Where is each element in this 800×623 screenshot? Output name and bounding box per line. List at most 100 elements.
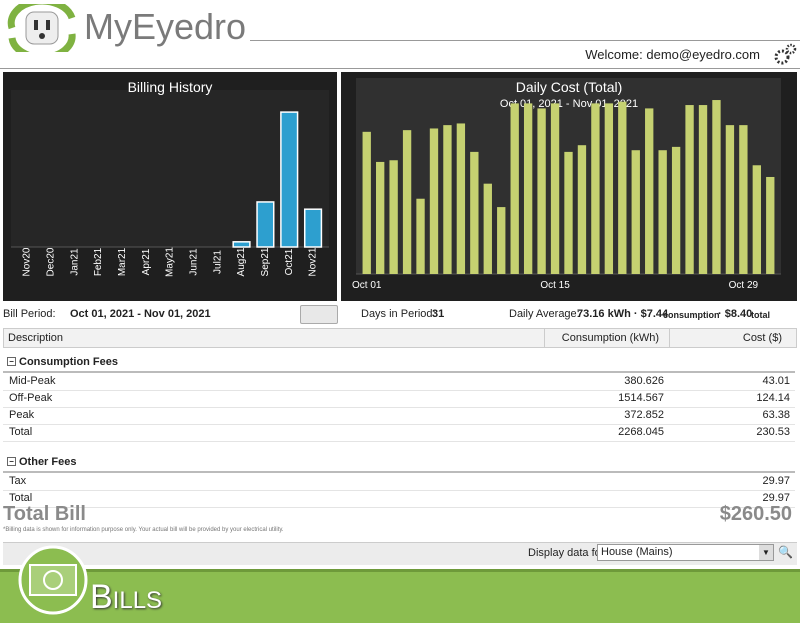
cell: 1514.567 [618,392,664,404]
x-tick-label: Aug21 [236,247,247,276]
total-bill-label: Total Bill [3,503,86,525]
bar [698,105,708,274]
footnote: *Billing data is shown for information p… [3,527,284,533]
plot-bg [11,90,329,247]
bar [256,201,275,248]
avg-total: · $8.40 [718,308,753,320]
bar [376,161,385,274]
x-tick-label: Oct 15 [540,280,570,291]
table-row: Total 29.97 [3,490,795,508]
section-title: Consumption Fees [19,356,119,368]
table-row: Peak 372.852 63.38 [3,407,795,425]
header [0,0,800,69]
cell: Tax [9,475,27,487]
bar [303,208,323,248]
x-tick-label: Mar21 [117,247,128,276]
bar [483,183,492,274]
bar [456,123,466,274]
brand: MyEyedro [84,6,247,47]
bar [645,108,654,275]
x-tick-label: Feb21 [93,247,104,276]
banner-title: Bills [90,578,163,616]
x-tick-label: Jul21 [212,250,223,274]
x-tick-label: Oct21 [284,248,295,275]
bar [550,103,560,274]
x-tick-label: May21 [165,247,176,277]
x-tick-label: Dec20 [45,247,56,276]
welcome: Welcome: demo@eyedro.com [585,47,760,62]
bar [671,146,681,274]
bills-icon [18,545,88,615]
bar [523,103,533,274]
section-title: Other Fees [19,456,77,468]
logo-icon [7,4,76,52]
cell: 372.852 [624,409,664,421]
bar [416,198,425,274]
table-row: Tax 29.97 [3,473,795,491]
section-header: Consumption Fees − [3,353,795,373]
chart-title: Billing History [128,79,213,95]
table-header: Description Consumption (kWh) Cost ($) [3,328,797,348]
settings-icon[interactable] [772,42,798,66]
bar [510,103,519,274]
bill-period-label: Bill Period: [3,308,56,320]
dropdown-arrow[interactable]: ▼ [759,545,773,560]
edit-buttons[interactable] [300,305,338,324]
bar [712,100,721,274]
billing-history-chart: Billing History Nov20 Dec20 Jan21 Feb21 Mar21… [3,72,337,301]
bar [470,151,479,274]
cell: Total [9,492,33,504]
chart-subtitle: Oct 01, 2021 - Nov 01, 2021 [500,98,638,110]
table-row: Total 2268.045 230.53 [3,424,795,442]
bar [631,150,640,274]
display-select[interactable]: House (Mains) ▼ [597,544,774,561]
collapse-icon: − [7,357,16,366]
bar [739,125,748,274]
collapse-icon: − [7,457,16,466]
cell: Off-Peak [9,392,53,404]
cell: 29.97 [762,475,790,487]
bar [429,128,439,274]
cell: 230.53 [756,426,790,438]
x-tick-label: Sep21 [260,247,271,276]
bar [497,207,506,274]
bar [362,131,371,274]
bar [658,150,667,274]
bar [232,241,251,248]
cell: 124.14 [756,392,790,404]
avg-total-unit: total [751,310,770,320]
cell: 43.01 [762,375,790,387]
x-tick-label: Jan21 [69,248,80,276]
cell: 63.38 [762,409,790,421]
cell: Mid-Peak [9,375,56,387]
bar [402,130,412,274]
col-header: Consumption (kWh) [561,332,659,344]
bar [389,160,398,274]
display-selected: House (Mains) [601,546,673,558]
search-icon[interactable]: 🔍 [778,545,793,559]
col-sep [544,329,545,347]
x-tick-label: Nov20 [22,247,33,276]
bar [537,108,546,275]
section-header: Other Fees − [3,453,795,473]
days: 31 [432,308,445,320]
bar [685,105,694,274]
cell: 29.97 [762,492,790,504]
col-header: Description [8,332,64,344]
avg-consumption-unit: consumption [663,310,720,320]
x-tick-label: Oct 01 [352,280,382,291]
cell: 380.626 [624,375,664,387]
x-tick-label: Nov21 [308,247,319,276]
cell: Total [9,426,33,438]
chart-title: Daily Cost (Total) [516,79,623,95]
bar [725,125,735,274]
table-row: Off-Peak 1514.567 124.14 [3,390,795,408]
x-tick-label: Apr21 [141,248,152,275]
bar [618,101,627,274]
col-header: Cost ($) [742,332,782,344]
divider [250,40,800,41]
x-tick-label: Oct 29 [729,280,759,291]
cell: 2268.045 [618,426,664,438]
col-sep [669,329,670,347]
x-tick-label: Jun21 [188,248,199,276]
